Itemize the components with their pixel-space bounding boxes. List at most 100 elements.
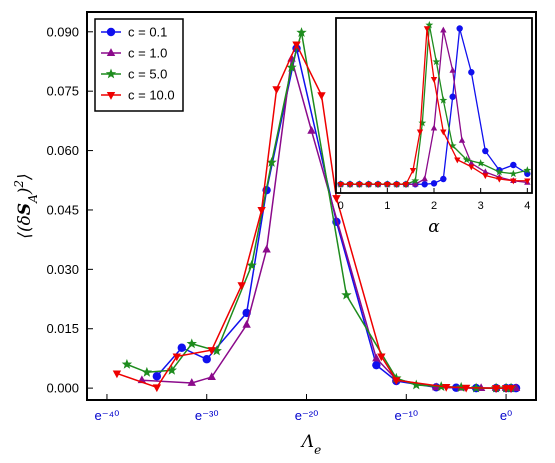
inset-data-point (440, 129, 447, 136)
data-point (491, 385, 501, 393)
data-point (262, 244, 271, 253)
inset-data-point (449, 93, 456, 100)
inset-data-point (462, 155, 471, 164)
data-point (121, 358, 133, 369)
inset-data-point (384, 182, 391, 188)
inset-data-point (346, 182, 354, 188)
legend-marker (105, 68, 117, 79)
inset-data-point (448, 141, 457, 150)
data-point (211, 345, 222, 356)
data-point (332, 195, 341, 203)
inset-data-point (409, 168, 417, 174)
data-point (272, 86, 281, 95)
data-point (202, 355, 211, 364)
inset-x-tick-label: 3 (478, 200, 484, 212)
x-axis-label-subscript: e (314, 443, 321, 457)
inset-background (336, 18, 532, 193)
data-point (257, 207, 266, 215)
data-point (286, 61, 297, 72)
inset-data-point (456, 25, 463, 32)
legend: c = 0.1 c = 1.0 c = 5.0 c = 10.0 (94, 18, 184, 112)
inset-data-point (458, 136, 466, 143)
inset-data-point (454, 157, 461, 164)
y-axis-label: ⟨(δSA)2⟩ (12, 173, 40, 238)
inset-data-point (365, 182, 372, 188)
data-point (372, 353, 381, 362)
data-point (141, 366, 153, 377)
y-tick-label: 0.015 (46, 321, 79, 336)
inset-data-point (411, 176, 420, 185)
x-tick-label: e⁻²⁰ (295, 408, 319, 423)
x-tick-label: e⁻³⁰ (195, 408, 219, 423)
data-point (296, 27, 307, 37)
legend-entry: c = 1.0 (101, 46, 167, 61)
inset-data-point (412, 180, 419, 187)
legend-marker (106, 48, 116, 56)
y-axis-label-subscript: A (26, 194, 40, 204)
data-point (177, 343, 186, 352)
legend-label: c = 5.0 (128, 67, 167, 82)
inset-data-point (439, 96, 448, 104)
data-point (207, 347, 216, 355)
inset-data-point (430, 77, 438, 83)
inset-data-point (337, 182, 344, 188)
inset-x-tick-label: 0 (338, 200, 344, 212)
inset-data-point (432, 57, 441, 66)
data-point (372, 360, 381, 370)
inset-x-axis-label: α (428, 217, 440, 237)
plot-frame (86, 11, 537, 401)
inset-data-point (524, 178, 531, 185)
y-tick-label: 0.060 (46, 143, 79, 158)
y-tick-label: 0.000 (46, 381, 79, 396)
data-point (461, 384, 471, 393)
inset-frame (335, 17, 533, 194)
y-axis-label-end: ⟩ (15, 173, 35, 181)
legend-label: c = 1.0 (128, 46, 167, 61)
y-axis-label-rest: ) (15, 188, 35, 196)
data-point (207, 372, 216, 380)
inset-x-tick-label: 1 (384, 200, 390, 212)
inset-data-point (423, 26, 431, 33)
inset-data-point (482, 173, 489, 180)
data-point (152, 384, 162, 393)
y-axis-label-s: S (15, 203, 35, 215)
inset-data-point (440, 26, 447, 33)
inset-plot: 0 1 2 3 4 α (335, 17, 533, 237)
data-point (242, 319, 251, 328)
inset-data-point (468, 164, 475, 171)
inset-data-point (430, 180, 438, 187)
data-point (152, 372, 162, 381)
data-point (186, 338, 197, 349)
legend-label: c = 0.1 (128, 25, 167, 40)
inset-series-c-10-0 (337, 26, 531, 188)
inset-data-point (356, 182, 363, 188)
x-tick-label: e⁻⁴⁰ (95, 408, 120, 423)
inset-data-point (402, 182, 410, 188)
inset-data-point (421, 175, 428, 182)
series-c-10-0 (112, 41, 516, 393)
inset-data-point (510, 178, 517, 185)
data-point (166, 364, 177, 375)
data-point (292, 41, 301, 50)
y-tick-label: 0.090 (46, 24, 79, 39)
data-point (112, 370, 122, 379)
data-point (317, 92, 326, 100)
inset-data-point (440, 175, 447, 183)
inset-data-point (496, 176, 503, 183)
y-tick-label: 0.030 (46, 262, 79, 277)
data-point (411, 379, 422, 390)
inset-data-point (416, 129, 424, 136)
legend-entry: c = 0.1 (101, 25, 167, 40)
legend-entry: c = 10.0 (101, 88, 175, 103)
inset-data-point (509, 169, 518, 178)
y-tick-label: 0.045 (46, 202, 79, 217)
data-point (172, 353, 181, 362)
data-point (506, 385, 516, 393)
data-point (187, 378, 196, 386)
legend-marker (106, 92, 116, 100)
inset-data-point (449, 66, 456, 73)
inset-data-point (482, 147, 489, 155)
data-point (307, 125, 316, 134)
legend-label: c = 10.0 (128, 88, 175, 103)
inset-data-point (430, 124, 438, 131)
